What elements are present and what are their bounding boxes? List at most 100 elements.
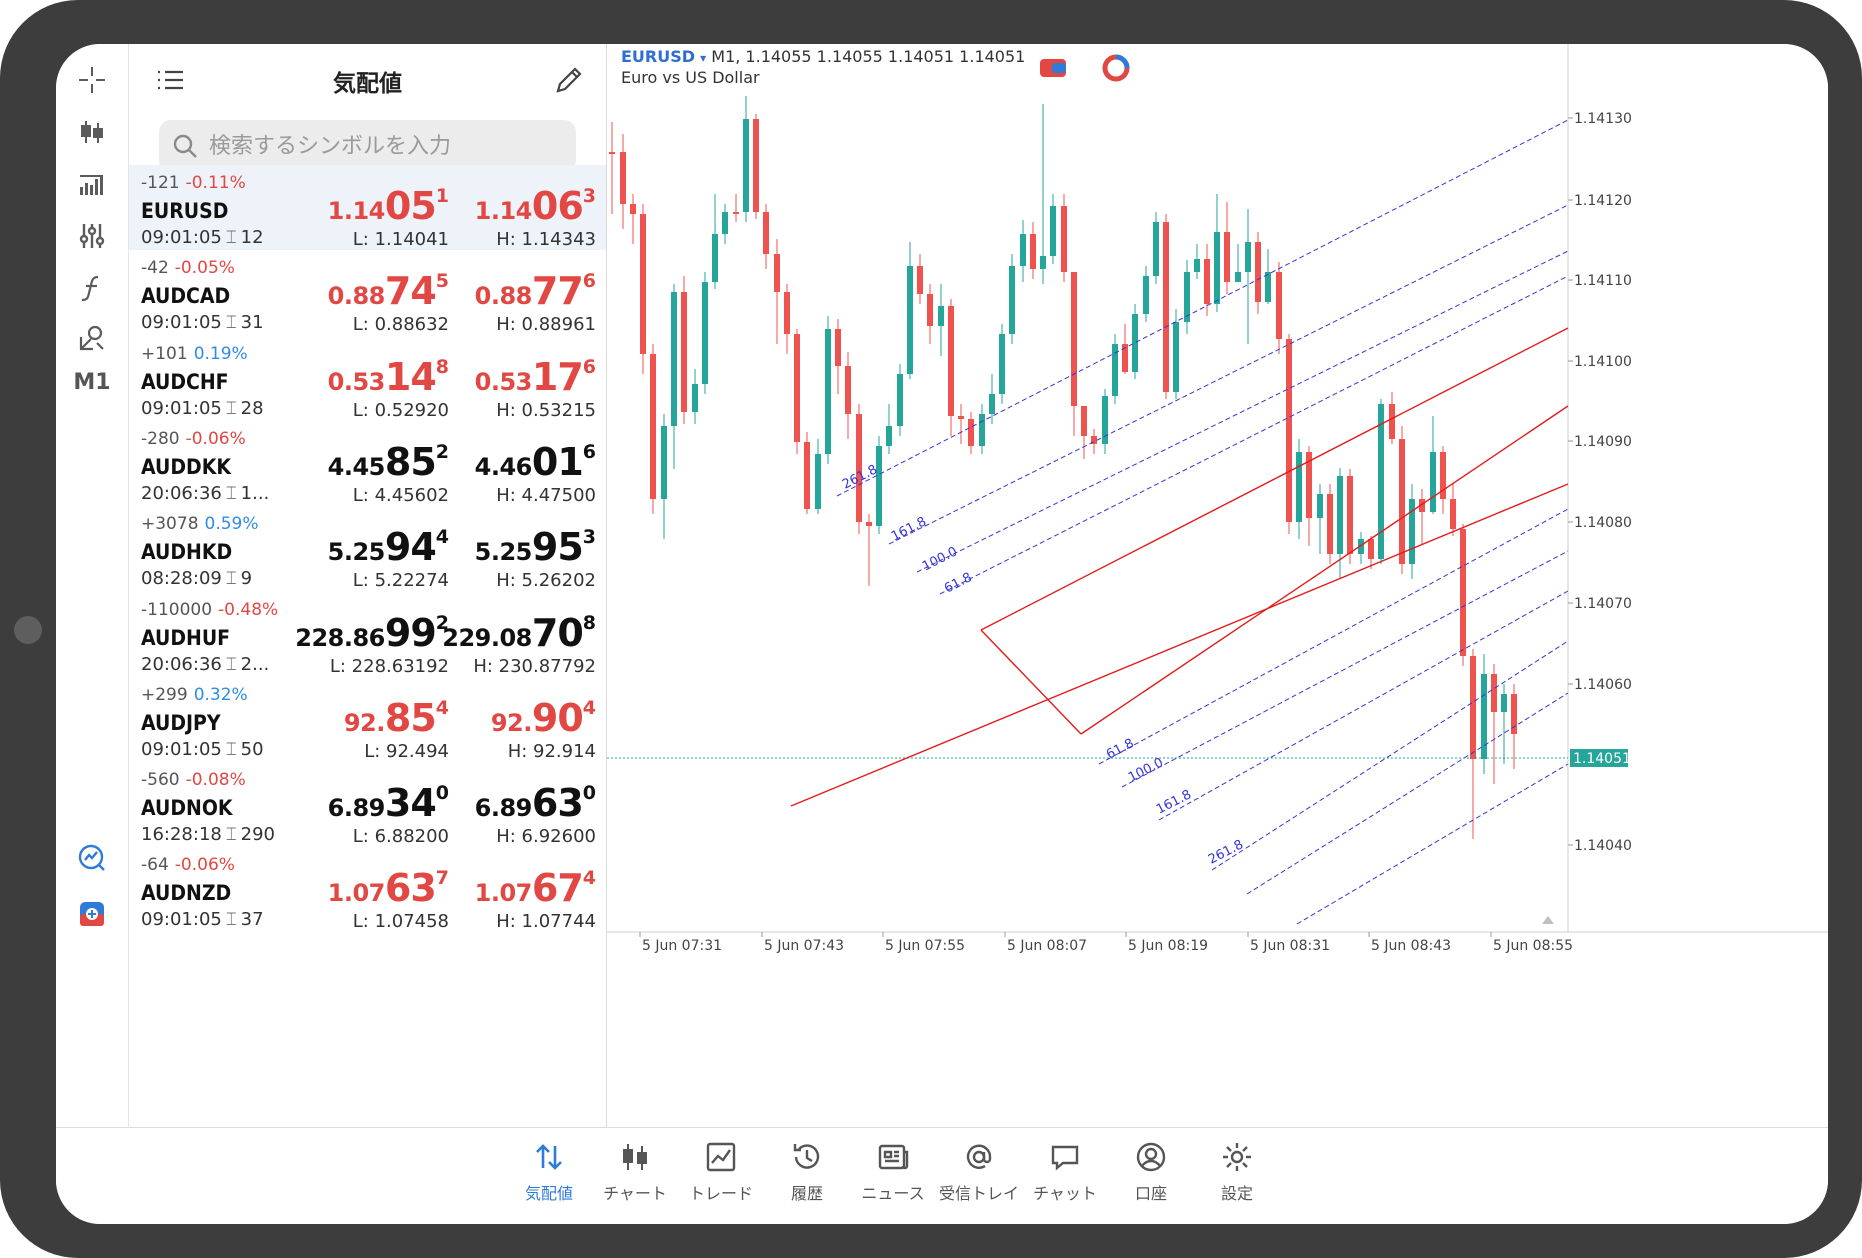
bear-candle[interactable] [1399, 439, 1405, 564]
ask-price[interactable]: 1.07674 [475, 865, 596, 911]
bull-candle[interactable] [907, 266, 913, 374]
bull-candle[interactable] [1173, 322, 1179, 392]
bear-candle[interactable] [733, 212, 739, 214]
bid-price[interactable]: 0.88745 [328, 268, 449, 314]
bear-candle[interactable] [804, 442, 810, 509]
bear-candle[interactable] [1071, 272, 1077, 406]
bear-candle[interactable] [1511, 694, 1517, 734]
chart-type-icon[interactable] [68, 108, 116, 156]
bear-candle[interactable] [1460, 529, 1466, 656]
fib-channel-line[interactable] [1211, 640, 1569, 871]
channel-lower-line[interactable] [790, 483, 1569, 807]
volume-icon[interactable] [68, 160, 116, 208]
bid-price[interactable]: 4.45852 [328, 439, 449, 485]
bull-candle[interactable] [743, 119, 749, 212]
bear-candle[interactable] [1091, 436, 1097, 444]
bear-candle[interactable] [620, 152, 626, 204]
bull-candle[interactable] [886, 426, 892, 446]
bear-candle[interactable] [1347, 476, 1353, 554]
quote-row-audhuf[interactable]: -110000 -0.48% AUDHUF 20:06:36 ⌶ 2... 228.8699… [129, 592, 606, 677]
bull-candle[interactable] [1020, 234, 1026, 266]
bull-candle[interactable] [1214, 232, 1220, 304]
bear-candle[interactable] [640, 214, 646, 354]
channel-handle-line[interactable] [980, 629, 1082, 735]
symbol-search-input[interactable] [209, 120, 564, 172]
bull-candle[interactable] [1378, 404, 1384, 559]
bear-candle[interactable] [1286, 339, 1292, 522]
bull-candle[interactable] [1337, 476, 1343, 554]
bid-price[interactable]: 6.89340 [328, 780, 449, 826]
bull-candle[interactable] [897, 374, 903, 426]
bid-price[interactable]: 1.14051 [328, 183, 449, 229]
bull-candle[interactable] [1132, 314, 1138, 372]
bear-candle[interactable] [794, 334, 800, 442]
bear-candle[interactable] [1389, 404, 1395, 439]
ask-price[interactable]: 5.25953 [475, 524, 596, 570]
fib-channel-line[interactable] [836, 119, 1569, 497]
bull-candle[interactable] [1430, 452, 1436, 512]
bull-candle[interactable] [661, 426, 667, 499]
fib-channel-line[interactable] [939, 275, 1569, 595]
bull-candle[interactable] [1194, 259, 1200, 272]
bear-candle[interactable] [1255, 242, 1261, 302]
bull-candle[interactable] [1184, 272, 1190, 322]
bear-candle[interactable] [1440, 452, 1446, 499]
bear-candle[interactable] [835, 329, 841, 366]
bear-candle[interactable] [1470, 656, 1476, 759]
chart-symbol[interactable]: EURUSD [621, 47, 696, 66]
bear-candle[interactable] [1224, 232, 1230, 282]
quote-row-audhkd[interactable]: +3078 0.59% AUDHKD 08:28:09 ⌶ 9 5.25944 5.25953… [129, 506, 606, 591]
bear-candle[interactable] [856, 414, 862, 522]
list-menu-icon[interactable] [153, 62, 189, 98]
quote-row-audchf[interactable]: +101 0.19% AUDCHF 09:01:05 ⌶ 28 0.53148 0.53176… [129, 336, 606, 421]
bear-candle[interactable] [1368, 539, 1374, 559]
ask-price[interactable]: 6.89630 [475, 780, 596, 826]
edit-pencil-icon[interactable] [551, 62, 587, 98]
bull-candle[interactable] [1040, 256, 1046, 269]
bear-candle[interactable] [681, 292, 687, 412]
ask-price[interactable]: 0.53176 [475, 354, 596, 400]
fib-channel-line[interactable] [1296, 763, 1569, 925]
nav-account[interactable]: 口座 [1106, 1134, 1196, 1218]
nav-news[interactable]: ニュース [848, 1134, 938, 1218]
bear-candle[interactable] [1163, 222, 1169, 392]
ask-price[interactable]: 1.14063 [475, 183, 596, 229]
bear-candle[interactable] [774, 254, 780, 292]
ask-price[interactable]: 4.46016 [475, 439, 596, 485]
bear-candle[interactable] [917, 266, 923, 294]
indicators-icon[interactable] [68, 212, 116, 260]
bear-candle[interactable] [784, 292, 790, 334]
bear-candle[interactable] [1306, 452, 1312, 518]
bull-candle[interactable] [876, 446, 882, 526]
nav-chart[interactable]: チャート [590, 1134, 680, 1218]
bid-price[interactable]: 0.53148 [328, 354, 449, 400]
symbol-search-box[interactable] [159, 120, 576, 172]
bear-candle[interactable] [1491, 674, 1497, 712]
bull-candle[interactable] [1409, 499, 1415, 564]
bid-price[interactable]: 92.854 [344, 695, 449, 741]
channel-middle-line[interactable] [1080, 405, 1569, 735]
bear-candle[interactable] [753, 119, 759, 212]
bear-candle[interactable] [1122, 344, 1128, 372]
fib-channel-line[interactable] [1121, 550, 1569, 788]
bear-candle[interactable] [1276, 272, 1282, 339]
bull-candle[interactable] [1102, 396, 1108, 444]
bull-candle[interactable] [1112, 344, 1118, 396]
quote-row-eurusd[interactable]: -121 -0.11% EURUSD 09:01:05 ⌶ 12 1.14051 1.1406… [129, 165, 606, 250]
fib-channel-line[interactable] [1246, 692, 1569, 895]
bull-candle[interactable] [1358, 539, 1364, 554]
one-click-trading-icon[interactable] [68, 890, 116, 938]
chart-area[interactable]: EURUSD ▾ M1, 1.14055 1.14055 1.14051 1.1… [607, 44, 1828, 1127]
fib-channel-line[interactable] [1158, 590, 1569, 821]
quote-row-partial[interactable] [129, 933, 606, 1034]
timeframe-button[interactable]: M1 [73, 369, 111, 395]
nav-chat[interactable]: チャット [1020, 1134, 1110, 1218]
bear-candle[interactable] [866, 522, 872, 526]
bull-candle[interactable] [1481, 674, 1487, 759]
bull-candle[interactable] [1245, 242, 1251, 272]
bull-candle[interactable] [702, 282, 708, 384]
bear-candle[interactable] [650, 354, 656, 499]
bear-candle[interactable] [1081, 406, 1087, 436]
nav-history[interactable]: 履歴 [762, 1134, 852, 1218]
nav-quotes[interactable]: 気配値 [504, 1134, 594, 1218]
